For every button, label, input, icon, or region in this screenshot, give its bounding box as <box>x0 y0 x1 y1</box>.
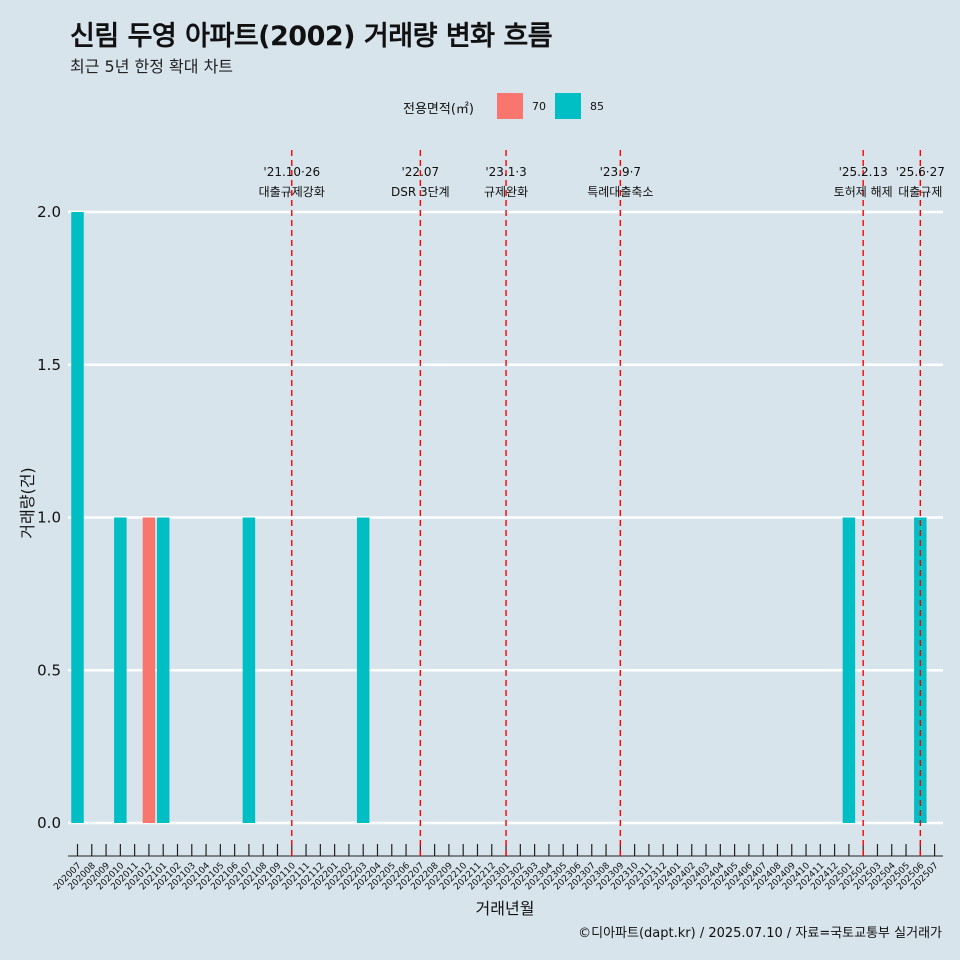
bar-85-202203 <box>356 517 370 823</box>
legend-label-85: 85 <box>590 100 604 113</box>
legend-label-70: 70 <box>532 100 546 113</box>
annotation-date: '21.10·26 <box>263 165 320 179</box>
annotation-date: '23.9·7 <box>600 165 641 179</box>
x-axis-title: 거래년월 <box>476 899 535 918</box>
y-tick-label: 1.5 <box>37 356 61 374</box>
y-tick-label: 0.0 <box>37 814 61 832</box>
annotation-date: '25.2.13 <box>839 165 888 179</box>
annotation-label: 대출규제강화 <box>259 185 325 199</box>
legend-title: 전용면적(㎡) <box>403 102 474 117</box>
bar-85-202007 <box>71 212 84 823</box>
y-axis-title: 거래량(건) <box>18 467 37 538</box>
legend-swatch-85 <box>555 93 581 119</box>
chart-title: 신림 두영 아파트(2002) 거래량 변화 흐름 <box>70 21 553 52</box>
caption: ©디아파트(dapt.kr) / 2025.07.10 / 자료=국토교통부 실… <box>578 926 942 941</box>
annotation-label: 대출규제 <box>898 185 942 199</box>
legend: 전용면적(㎡) 70 85 <box>0 93 960 121</box>
bar-85-202501 <box>842 517 856 823</box>
y-tick-label: 0.5 <box>37 661 61 679</box>
legend-swatch-70 <box>497 93 523 119</box>
annotation-date: '23.1·3 <box>485 165 526 179</box>
bar-70-202012 <box>142 517 156 823</box>
annotation-date: '25.6·27 <box>896 165 945 179</box>
bar-85-202101 <box>156 517 170 823</box>
bar-85-202107 <box>242 517 256 823</box>
annotation-label: 특례대출축소 <box>587 185 653 199</box>
chart-subtitle: 최근 5년 한정 확대 차트 <box>70 57 234 76</box>
bar-85-202010 <box>114 517 127 823</box>
annotation-label: 토허제 해제 <box>834 185 893 199</box>
annotation-date: '22.07 <box>402 165 440 179</box>
y-tick-label: 1.0 <box>37 509 61 527</box>
y-tick-label: 2.0 <box>37 203 61 221</box>
annotation-label: DSR 3단계 <box>391 185 450 199</box>
annotation-label: 규제완화 <box>484 185 528 199</box>
